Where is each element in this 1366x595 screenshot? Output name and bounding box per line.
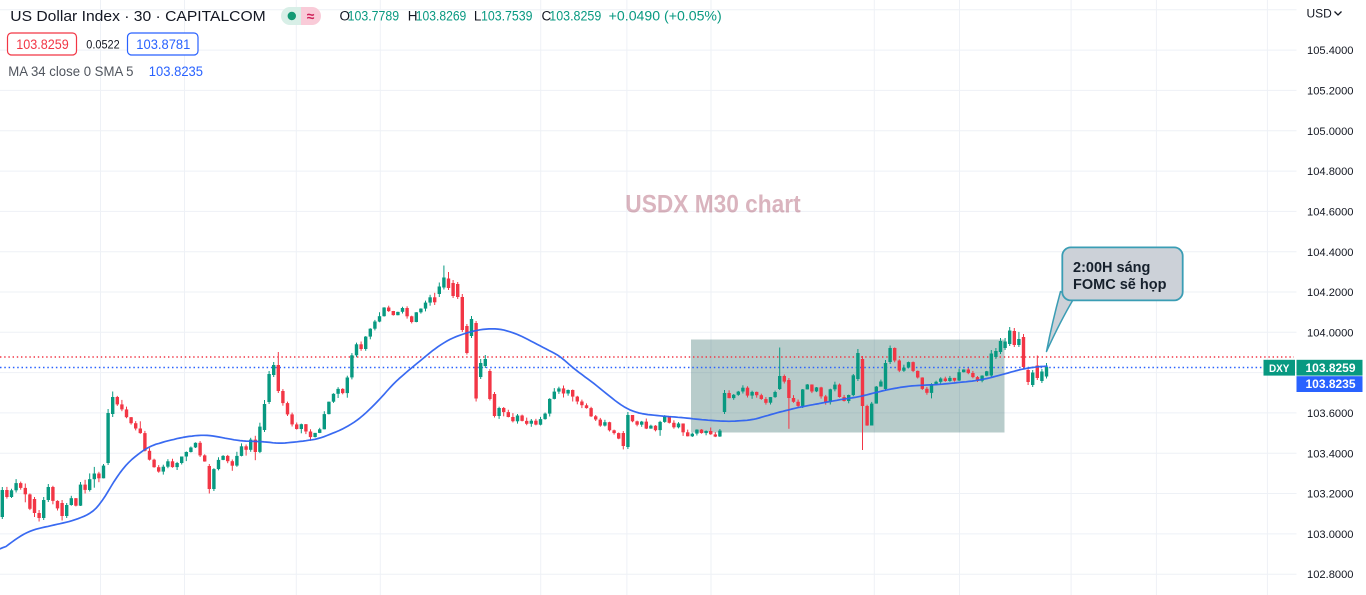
svg-text:104.6000: 104.6000	[1307, 206, 1354, 218]
svg-text:104.2000: 104.2000	[1307, 287, 1354, 299]
svg-text:103.8269: 103.8269	[416, 9, 467, 24]
svg-text:105.0000: 105.0000	[1307, 126, 1354, 138]
svg-text:US Dollar Index · 30 · CAPITAL: US Dollar Index · 30 · CAPITALCOM	[10, 8, 265, 25]
svg-text:103.8235: 103.8235	[1306, 379, 1357, 391]
svg-text:O: O	[340, 9, 351, 24]
svg-text:L: L	[474, 9, 482, 24]
svg-text:105.4000: 105.4000	[1307, 45, 1354, 57]
svg-text:103.4000: 103.4000	[1307, 448, 1354, 460]
svg-text:103.8259: 103.8259	[16, 36, 69, 52]
svg-text:102.8000: 102.8000	[1307, 569, 1354, 581]
svg-text:104.4000: 104.4000	[1307, 247, 1354, 259]
svg-text:103.8259: 103.8259	[1306, 363, 1356, 375]
svg-text:103.8781: 103.8781	[136, 36, 190, 52]
svg-text:MA 34 close 0 SMA 5: MA 34 close 0 SMA 5	[8, 64, 133, 79]
svg-text:103.0000: 103.0000	[1307, 529, 1354, 541]
svg-text:DXY: DXY	[1269, 363, 1290, 375]
svg-text:104.8000: 104.8000	[1307, 166, 1354, 178]
svg-text:103.7789: 103.7789	[348, 9, 400, 24]
svg-text:+0.0490 (+0.05%): +0.0490 (+0.05%)	[609, 9, 722, 24]
svg-text:≈: ≈	[307, 8, 315, 24]
svg-text:103.6000: 103.6000	[1307, 408, 1354, 420]
svg-text:FOMC sẽ họp: FOMC sẽ họp	[1073, 277, 1167, 293]
svg-text:USDX M30 chart: USDX M30 chart	[625, 191, 801, 219]
svg-text:103.8259: 103.8259	[549, 9, 601, 24]
svg-text:103.8235: 103.8235	[149, 64, 203, 79]
svg-text:0.0522: 0.0522	[86, 38, 120, 52]
svg-text:USD: USD	[1307, 7, 1333, 21]
svg-text:103.7539: 103.7539	[481, 9, 533, 24]
svg-text:104.0000: 104.0000	[1307, 327, 1354, 339]
svg-text:H: H	[408, 9, 418, 24]
svg-text:105.2000: 105.2000	[1307, 86, 1354, 98]
svg-text:C: C	[542, 9, 552, 24]
svg-text:2:00H sáng: 2:00H sáng	[1073, 260, 1150, 276]
svg-text:103.2000: 103.2000	[1307, 489, 1354, 501]
